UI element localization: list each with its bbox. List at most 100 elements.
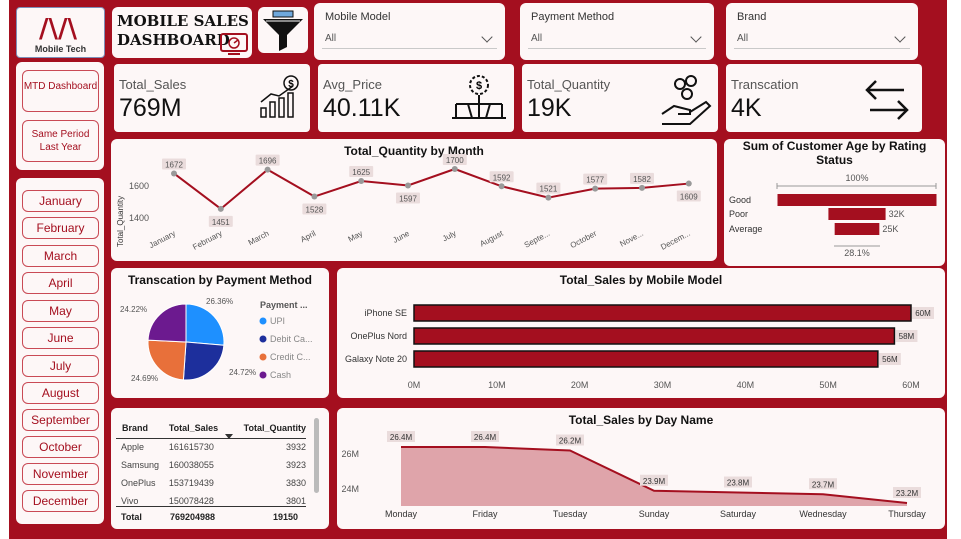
cell-total-sales: 150078428: [168, 496, 214, 506]
data-point[interactable]: [217, 205, 224, 212]
x-tick-label: Sunday: [639, 509, 670, 519]
month-button-march[interactable]: March: [22, 245, 99, 267]
month-button-april[interactable]: April: [22, 272, 99, 294]
slicer-label: Mobile Model: [325, 11, 391, 23]
x-tick-label: July: [441, 229, 458, 244]
slicer-payment-method[interactable]: Payment Method All: [520, 3, 714, 60]
x-tick-label: 50M: [819, 380, 837, 390]
kpi-label: Total_Quantity: [527, 77, 611, 92]
slicer-dropdown[interactable]: All: [322, 27, 497, 49]
y-tick-label: 26M: [341, 449, 359, 459]
month-button-june[interactable]: June: [22, 327, 99, 349]
month-button-september[interactable]: September: [22, 409, 99, 431]
area-fill: [401, 447, 907, 506]
table-row[interactable]: Vivo 150078428 3801: [116, 492, 306, 510]
legend-item[interactable]: UPI: [270, 316, 285, 326]
table-row[interactable]: OnePlus 153719439 3830: [116, 474, 306, 492]
x-tick-label: Friday: [472, 509, 498, 519]
month-button-october[interactable]: October: [22, 436, 99, 458]
month-button-january[interactable]: January: [22, 190, 99, 212]
value-label: 23.9M: [643, 477, 666, 486]
kpi-label: Total_Sales: [119, 77, 187, 92]
slicer-mobile-model[interactable]: Mobile Model All: [314, 3, 505, 60]
sort-desc-icon[interactable]: [225, 434, 233, 439]
table-row[interactable]: Samsung 160038055 3923: [116, 456, 306, 474]
month-button-february[interactable]: February: [22, 217, 99, 239]
bar[interactable]: [413, 327, 896, 345]
series-line: [401, 446, 908, 504]
data-point[interactable]: [592, 185, 599, 192]
category-label: Good: [729, 195, 751, 205]
legend-item[interactable]: Debit Ca...: [270, 334, 313, 344]
title-line-2: DASHBOARD: [117, 31, 230, 49]
chart-title: Total_Sales by Day Name: [568, 413, 714, 427]
month-button-december[interactable]: December: [22, 490, 99, 512]
data-label-bg: [349, 166, 374, 177]
legend-item[interactable]: Credit C...: [270, 352, 311, 362]
same-period-last-year-button[interactable]: Same Period Last Year: [22, 120, 99, 162]
col-header-brand[interactable]: Brand: [122, 422, 149, 433]
slicer-dropdown[interactable]: All: [528, 27, 706, 49]
slicer-brand[interactable]: Brand All: [726, 3, 918, 60]
kpi-total-sales: Total_Sales 769M $: [114, 64, 310, 132]
data-point[interactable]: [171, 170, 177, 177]
col-header-total-sales[interactable]: Total_Sales: [168, 422, 219, 433]
data-point[interactable]: [545, 194, 552, 201]
legend-swatch: [259, 353, 267, 361]
table-scrollbar[interactable]: [314, 418, 319, 493]
data-point[interactable]: [498, 183, 505, 190]
data-point[interactable]: [639, 184, 645, 191]
month-button-august[interactable]: August: [22, 382, 99, 404]
cell-brand: Vivo: [121, 496, 139, 506]
svg-text:$: $: [288, 79, 294, 90]
table-total-row: Total 769204988 19150: [116, 506, 306, 526]
slicer-dropdown[interactable]: All: [734, 27, 910, 49]
funnel-bar[interactable]: [834, 223, 880, 235]
model-bar-chart[interactable]: iPhone SE 60M OnePlus Nord 58M Galaxy Note 2…: [337, 268, 945, 398]
value-label: 60M: [915, 309, 931, 318]
data-point[interactable]: [264, 166, 271, 173]
funnel-bar[interactable]: [777, 194, 937, 206]
funnel-top-label: 100%: [845, 173, 868, 183]
pie-slice[interactable]: [147, 339, 187, 381]
slicer-value: All: [531, 33, 543, 44]
month-button-november[interactable]: November: [22, 463, 99, 485]
data-label-bg: [162, 158, 186, 170]
table-row[interactable]: Apple 161615730 3932: [116, 438, 306, 456]
total-quantity-value: 19150: [272, 512, 298, 522]
col-header-total-quantity[interactable]: Total_Quantity: [243, 422, 306, 433]
value-label-bg: [878, 353, 901, 365]
data-point[interactable]: [685, 180, 692, 187]
x-tick-label: 20M: [571, 380, 589, 390]
x-tick-label: October: [569, 229, 599, 250]
month-button-july[interactable]: July: [22, 355, 99, 377]
month-button-may[interactable]: May: [22, 300, 99, 322]
data-label: 1528: [306, 206, 324, 215]
pie-slice[interactable]: [182, 341, 225, 381]
category-label: Average: [729, 224, 762, 234]
brand-table: Brand Total_Sales Total_Quantity Apple 16…: [116, 418, 306, 510]
kpi-transcation: Transcation 4K: [726, 64, 922, 132]
day-area-chart[interactable]: 26M 24M 26.4M Monday 26.4M Friday 26.2M Tuesd…: [337, 408, 945, 529]
data-point[interactable]: [311, 193, 318, 200]
funnel-bar[interactable]: [828, 208, 886, 220]
quantity-line-chart[interactable]: Total_Quantity 1600 1400 1672 January 1451…: [111, 139, 717, 261]
data-point[interactable]: [358, 178, 365, 184]
pie-slice[interactable]: [185, 303, 225, 346]
bar[interactable]: [413, 350, 879, 368]
mtd-dashboard-button[interactable]: MTD Dashboard: [22, 70, 99, 112]
data-point[interactable]: [405, 182, 411, 189]
bar[interactable]: [413, 304, 912, 322]
payment-pie-chart[interactable]: Payment ... 26.36% UPI 24.72% Debit Ca... 24…: [111, 268, 329, 398]
rating-funnel-chart[interactable]: 100% 28.1% Good Poor 32K Average 25K: [724, 139, 945, 266]
data-point[interactable]: [451, 166, 458, 172]
filter-funnel-icon[interactable]: [258, 7, 308, 53]
data-label-bg: [630, 172, 654, 184]
x-tick-label: 0M: [408, 380, 421, 390]
data-label: 1582: [633, 175, 651, 184]
cell-total-sales: 161615730: [168, 442, 214, 453]
y-tick-label: 1600: [129, 181, 149, 191]
legend-item[interactable]: Cash: [270, 370, 291, 380]
pie-slice[interactable]: [147, 303, 187, 343]
data-label: 1625: [352, 168, 370, 177]
